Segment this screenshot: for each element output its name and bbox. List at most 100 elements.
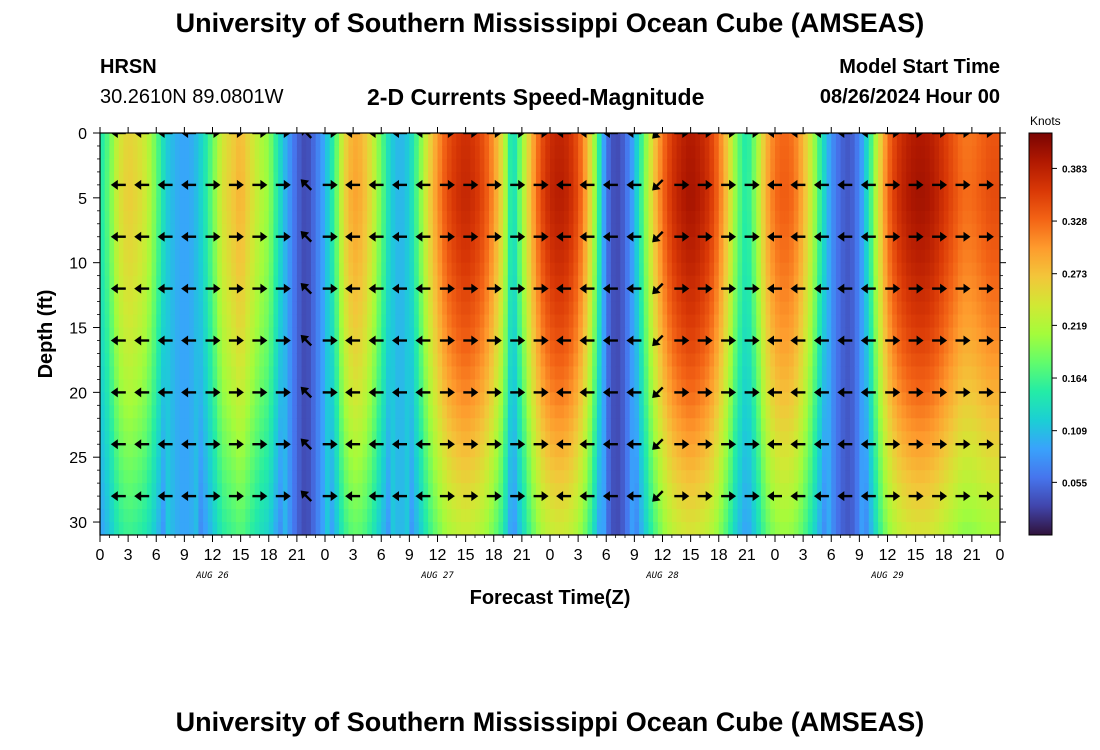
heatmap-cell (559, 158, 565, 173)
heatmap-cell (714, 405, 720, 419)
heatmap-cell (114, 353, 120, 368)
heatmap-cell (676, 171, 682, 186)
heatmap-cell (714, 418, 720, 432)
heatmap-cell (545, 379, 551, 393)
heatmap-cell (170, 158, 176, 173)
heatmap-cell (475, 249, 481, 264)
heatmap-cell (184, 496, 190, 510)
heatmap-cell (803, 392, 809, 406)
heatmap-cell (840, 353, 846, 368)
heatmap-cell (653, 145, 659, 160)
heatmap-cell (756, 366, 762, 380)
heatmap-cell (310, 353, 317, 368)
heatmap-cell (723, 210, 729, 225)
heatmap-cell (334, 366, 340, 380)
heatmap-cell (517, 457, 523, 471)
heatmap-cell (146, 431, 153, 445)
heatmap-cell (184, 145, 190, 160)
heatmap-cell (826, 184, 832, 199)
heatmap-cell (592, 223, 598, 238)
heatmap-cell (395, 301, 401, 316)
heatmap-cell (207, 184, 214, 199)
heatmap-cell (639, 522, 645, 535)
heatmap-cell (639, 262, 645, 277)
heatmap-cell (775, 133, 781, 147)
heatmap-cell (404, 236, 410, 251)
heatmap-cell (704, 379, 710, 393)
heatmap-cell (535, 236, 542, 251)
heatmap-cell (446, 158, 453, 173)
heatmap-cell (217, 145, 223, 160)
heatmap-cell (784, 171, 790, 186)
heatmap-cell (770, 301, 776, 316)
heatmap-cell (212, 184, 218, 199)
heatmap-cell (400, 379, 406, 393)
heatmap-cell (428, 327, 434, 342)
heatmap-cell (432, 236, 439, 251)
heatmap-cell (128, 444, 134, 458)
heatmap-cell (465, 262, 471, 277)
heatmap-cell (109, 431, 115, 445)
heatmap-cell (831, 223, 837, 238)
heatmap-cell (760, 314, 767, 329)
heatmap-cell (798, 405, 804, 419)
heatmap-cell (648, 158, 654, 173)
heatmap-cell (198, 379, 204, 393)
heatmap-cell (798, 158, 804, 173)
heatmap-cell (325, 275, 331, 290)
heatmap-cell (517, 262, 523, 277)
heatmap-cell (451, 522, 457, 535)
heatmap-cell (193, 457, 200, 471)
heatmap-cell (746, 418, 753, 432)
heatmap-cell (592, 366, 598, 380)
heatmap-cell (615, 210, 621, 225)
heatmap-cell (423, 236, 429, 251)
heatmap-cell (231, 210, 237, 225)
heatmap-cell (831, 483, 837, 497)
heatmap-cell (189, 483, 195, 497)
heatmap-cell (184, 184, 190, 199)
heatmap-cell (170, 262, 176, 277)
heatmap-cell (690, 158, 696, 173)
heatmap-cell (770, 509, 776, 523)
heatmap-cell (456, 392, 462, 406)
heatmap-cell (596, 470, 603, 484)
heatmap-cell (339, 184, 345, 199)
heatmap-cell (653, 327, 659, 342)
heatmap-cell (381, 171, 387, 186)
heatmap-cell (798, 431, 804, 445)
heatmap-cell (409, 210, 415, 225)
heatmap-cell (109, 236, 115, 251)
heatmap-cell (189, 288, 195, 303)
heatmap-cell (371, 158, 378, 173)
heatmap-cell (151, 431, 157, 445)
heatmap-cell (592, 262, 598, 277)
heatmap-cell (578, 418, 584, 432)
heatmap-cell (582, 483, 589, 497)
heatmap-cell (521, 444, 528, 458)
heatmap-cell (381, 522, 387, 535)
heatmap-cell (517, 353, 523, 368)
heatmap-cell (596, 366, 603, 380)
heatmap-cell (400, 327, 406, 342)
heatmap-cell (629, 353, 635, 368)
heatmap-cell (400, 522, 406, 535)
heatmap-cell (578, 444, 584, 458)
heatmap-cell (704, 275, 710, 290)
heatmap-cell (596, 210, 603, 225)
heatmap-cell (165, 379, 171, 393)
heatmap-cell (489, 236, 495, 251)
heatmap-cell (320, 133, 326, 147)
heatmap-cell (831, 301, 837, 316)
heatmap-cell (339, 353, 345, 368)
heatmap-cell (137, 197, 143, 212)
heatmap-cell (343, 353, 350, 368)
heatmap-cell (512, 353, 518, 368)
heatmap-cell (681, 288, 687, 303)
heatmap-cell (353, 301, 359, 316)
heatmap-cell (512, 379, 518, 393)
heatmap-cell (409, 522, 415, 535)
heatmap-cell (371, 184, 378, 199)
heatmap-cell (446, 483, 453, 497)
heatmap-cell (760, 210, 767, 225)
